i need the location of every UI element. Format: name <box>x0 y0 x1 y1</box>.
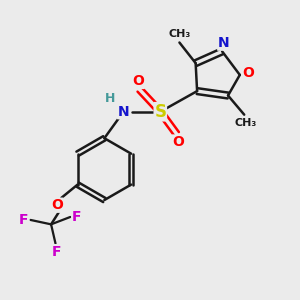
Text: O: O <box>132 74 144 88</box>
Text: CH₃: CH₃ <box>168 29 190 39</box>
Text: O: O <box>172 135 184 149</box>
Text: N: N <box>218 36 230 50</box>
Text: F: F <box>19 213 29 227</box>
Text: O: O <box>51 198 63 212</box>
Text: F: F <box>72 210 82 224</box>
Text: N: N <box>118 105 129 119</box>
Text: O: O <box>242 66 254 80</box>
Text: F: F <box>52 245 62 259</box>
Text: H: H <box>105 92 116 105</box>
Text: S: S <box>154 103 166 121</box>
Text: CH₃: CH₃ <box>235 118 257 128</box>
